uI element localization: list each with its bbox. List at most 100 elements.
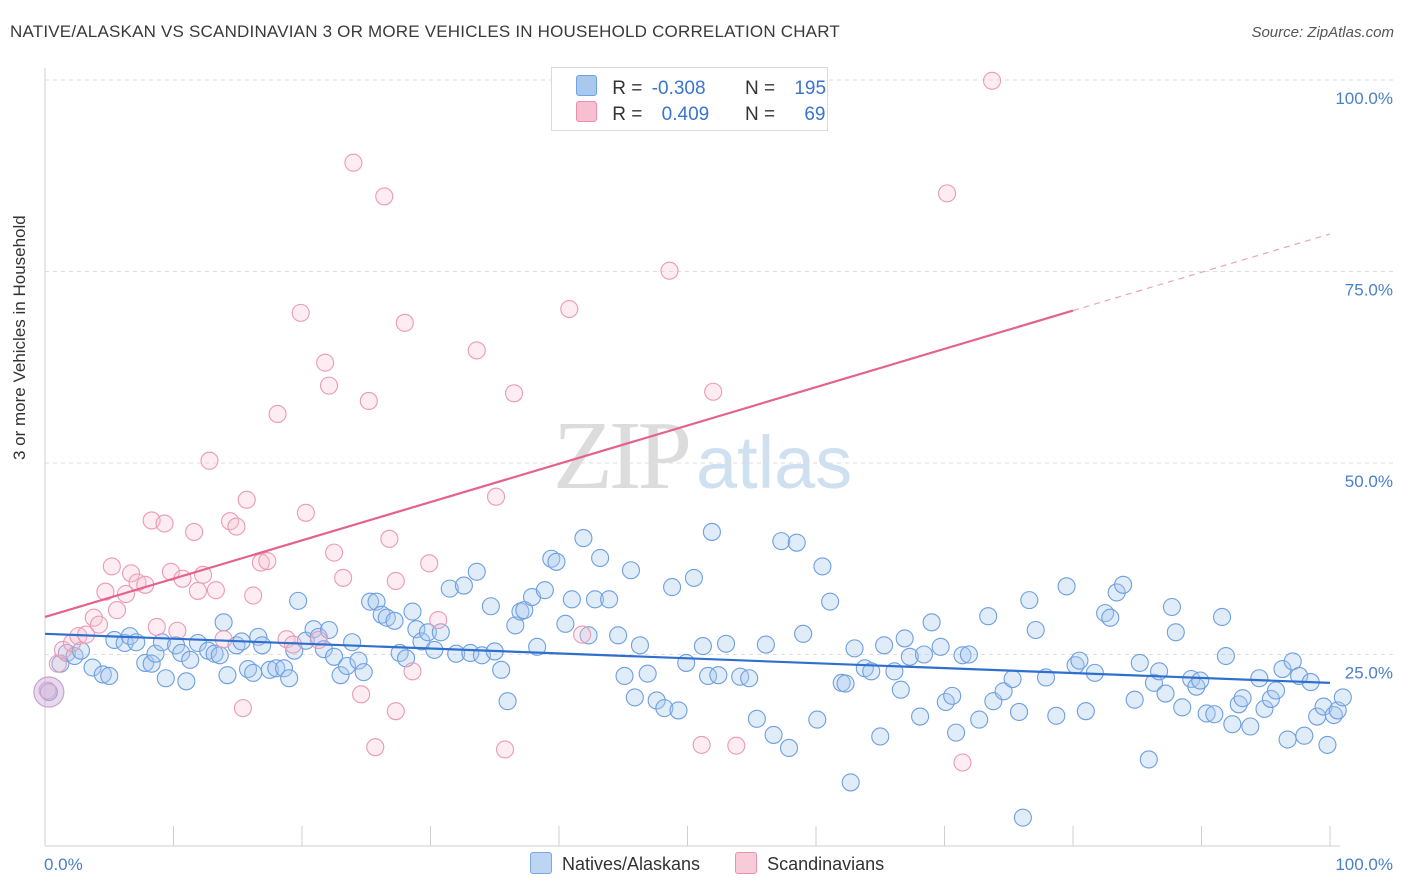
native-point [655, 699, 674, 718]
native-point [181, 650, 200, 669]
scandinavian-point [573, 625, 592, 644]
legend-r-value: -0.308 [651, 78, 706, 99]
native-point [1026, 620, 1045, 640]
native-point [911, 707, 930, 726]
native-point [900, 647, 919, 666]
native-point [772, 532, 791, 551]
grid [45, 79, 1395, 655]
native-point [1266, 681, 1286, 700]
native-point [756, 635, 775, 654]
scandinavian-point [244, 586, 263, 605]
native-point [440, 579, 459, 598]
native-point [1250, 669, 1269, 688]
native-point [1114, 575, 1133, 594]
native-point [93, 665, 112, 684]
scandinavian-point [366, 738, 385, 757]
native-point [591, 548, 610, 568]
native-point [709, 666, 728, 685]
native-point [943, 686, 962, 705]
legend-r-value: 0.409 [661, 104, 710, 125]
native-point [931, 637, 950, 656]
scandinavian-point [38, 681, 57, 700]
scandinavian-point [107, 601, 127, 620]
scandinavian-point [233, 699, 252, 718]
scandinavian-point [467, 341, 486, 360]
native-point [764, 725, 783, 744]
native-point [1261, 689, 1280, 708]
native-point [663, 578, 682, 597]
native-point [1166, 623, 1185, 642]
native-point [647, 691, 666, 710]
native-point [1333, 688, 1352, 707]
watermark: ZIP atlas [553, 400, 852, 512]
native-point [1047, 706, 1066, 725]
scandinavian-point [386, 571, 405, 591]
native-point [1107, 583, 1126, 602]
native-point [947, 723, 966, 742]
native-point [1191, 671, 1210, 690]
native-point [970, 710, 989, 729]
native-point [994, 682, 1013, 701]
native-point [1009, 702, 1029, 722]
legend-n-label: N = [744, 78, 776, 99]
natives-alaskans-points [39, 522, 1352, 827]
scandinavian-point [251, 553, 270, 572]
native-point [787, 533, 806, 552]
scandinavians-points [33, 71, 1002, 772]
native-point [574, 529, 593, 548]
scandinavian-point [268, 404, 287, 424]
native-point [562, 590, 581, 609]
native-point [492, 660, 511, 679]
scandinavian-point [486, 487, 506, 506]
native-point [699, 666, 718, 685]
scandinavian-point [495, 740, 515, 759]
legend-row-scandinavians: R = 0.409 N = 69 [576, 101, 825, 125]
native-point [1139, 750, 1158, 769]
native-point [289, 591, 308, 610]
native-point [361, 592, 380, 611]
native-point [845, 639, 864, 658]
legend-swatch-natives [576, 75, 597, 96]
native-point [779, 738, 799, 758]
scandinavian-point [560, 299, 579, 319]
native-point [1144, 673, 1164, 692]
series-legend-scandinavians[interactable]: Scandinavians [735, 852, 884, 875]
scandinavian-point [429, 610, 448, 630]
scandinavian-point [359, 391, 378, 411]
native-point [547, 552, 566, 571]
native-point [418, 623, 437, 642]
native-point [244, 663, 263, 682]
y-tick-label: 50.0% [1345, 472, 1393, 491]
native-point [325, 647, 344, 666]
scandinavian-point [206, 581, 225, 600]
scandinavian-point [953, 753, 972, 772]
native-point [83, 658, 102, 677]
scandinavian-point [316, 353, 335, 372]
native-point [354, 663, 373, 682]
scandinavian-point [380, 529, 399, 548]
native-point [630, 636, 650, 655]
native-point [1013, 808, 1032, 827]
scandinavian-point [325, 543, 344, 562]
scandinavian-point [660, 261, 679, 280]
scandinavian-point [403, 662, 422, 681]
native-point [528, 637, 547, 656]
native-point [609, 626, 628, 645]
native-point [808, 710, 827, 729]
legend-r-label: R = [612, 104, 643, 125]
native-point [638, 664, 657, 683]
native-point [731, 667, 750, 686]
scandinavian-point [89, 615, 109, 634]
series-legend-natives[interactable]: Natives/Alaskans [530, 852, 700, 875]
scandinavian-point [147, 617, 166, 636]
native-point [542, 549, 561, 568]
trend-lines [44, 233, 1331, 684]
native-point [210, 646, 229, 665]
native-point [684, 568, 703, 587]
legend-swatch-scandinavians [576, 101, 597, 122]
scandinavian-point [96, 582, 115, 601]
scandinavian-point [375, 187, 394, 206]
scandinavian-point [727, 736, 746, 755]
native-point [1290, 666, 1309, 685]
